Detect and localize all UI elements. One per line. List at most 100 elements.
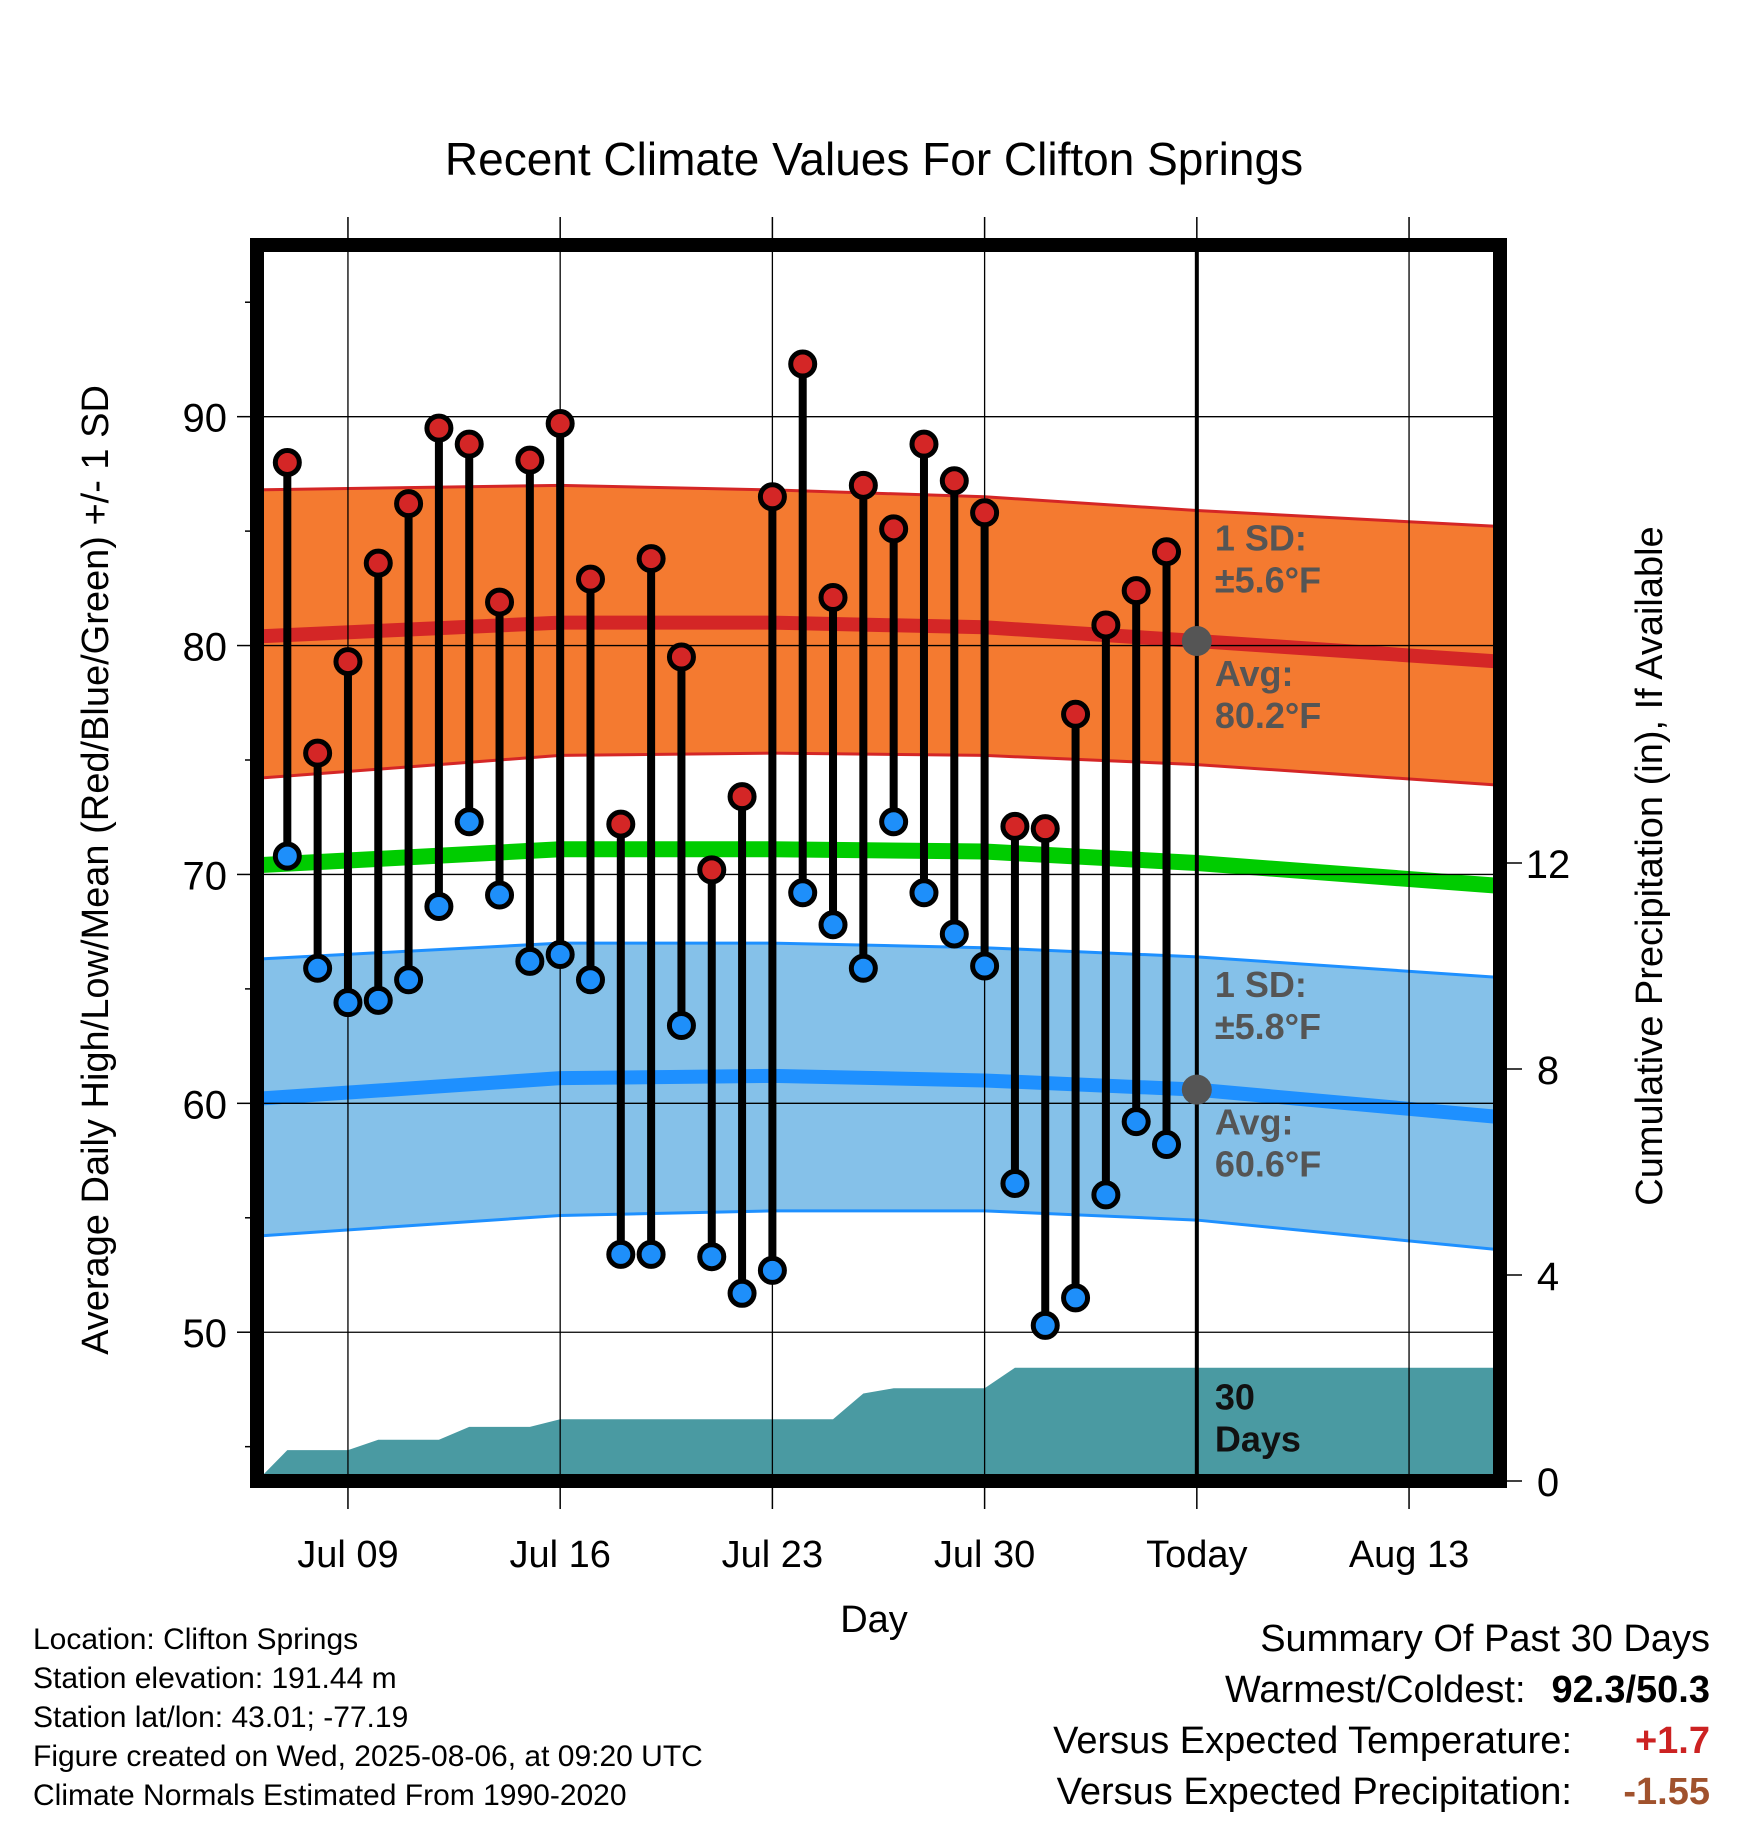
daily-high-point [606, 809, 636, 839]
normal-low-line [264, 1068, 1493, 1124]
daily-low-point [1152, 1130, 1182, 1160]
daily-low-point [788, 878, 818, 908]
daily-low-point [575, 965, 605, 995]
daily-marks [272, 349, 1182, 1340]
daily-high-point [939, 466, 969, 496]
precip-label: Versus Expected Precipitation: [1056, 1771, 1572, 1813]
daily-high-point [485, 587, 515, 617]
summary-temp-row: Versus Expected Temperature: +1.7 [1053, 1716, 1710, 1767]
low-sd-upper-edge [264, 941, 1493, 979]
annotations: 1 SD: ±5.6°F Avg: 80.2°F 1 SD: ±5.8°F Avg: 60.6… [1181, 518, 1321, 1460]
x-tick-label: Today [1146, 1534, 1247, 1576]
y-axis-label-left: Average Daily High/Low/Mean (Red/Blue/Gr… [75, 385, 117, 1355]
y-tick-label: 60 [183, 1083, 228, 1127]
daily-low-point [1030, 1310, 1060, 1340]
low-sd-annotation: 1 SD: ±5.8°F [1215, 964, 1321, 1047]
summary-panel: Summary Of Past 30 Days Warmest/Coldest:… [1053, 1614, 1710, 1818]
daily-high-point [666, 642, 696, 672]
daily-low-point [757, 1255, 787, 1285]
station-info: Location: Clifton Springs Station elevat… [33, 1620, 703, 1815]
axes: 50 60 70 80 90 0 4 8 12 Jul 09 Jul 16 Jul 23 Jul 30 T… [183, 217, 1571, 1576]
daily-low-point [303, 953, 333, 983]
high-sd-annotation: 1 SD: ±5.6°F [1215, 518, 1321, 601]
y-tick-label: 50 [183, 1312, 228, 1356]
daily-high-point [394, 489, 424, 519]
daily-high-point [545, 409, 575, 439]
y-axis-label-right: Cumulative Precipitation (in), If Availa… [1629, 526, 1671, 1205]
daily-high-point [1152, 537, 1182, 567]
y-tick-right-label: 0 [1537, 1461, 1559, 1505]
daily-low-point [1121, 1107, 1151, 1137]
daily-low-point [909, 878, 939, 908]
daily-low-point [848, 953, 878, 983]
daily-low-point [970, 951, 1000, 981]
y-tick-label: 90 [183, 397, 228, 441]
daily-high-point [1061, 699, 1091, 729]
elevation-text: Station elevation: 191.44 m [33, 1662, 397, 1695]
summary-precip-row: Versus Expected Precipitation: -1.55 [1053, 1767, 1710, 1818]
y-tick-right-label: 12 [1526, 843, 1571, 887]
daily-high-point [1000, 811, 1030, 841]
location-text: Location: Clifton Springs [33, 1623, 359, 1656]
daily-low-point [454, 807, 484, 837]
created-text: Figure created on Wed, 2025-08-06, at 09… [33, 1740, 703, 1773]
daily-high-point [1030, 814, 1060, 844]
daily-low-point [1000, 1168, 1030, 1198]
today-high-avg-marker [1181, 625, 1212, 656]
x-tick-label: Jul 30 [934, 1534, 1035, 1576]
daily-low-point [515, 946, 545, 976]
daily-high-point [788, 349, 818, 379]
daily-low-point [394, 965, 424, 995]
precip-area [264, 1367, 1493, 1474]
daily-high-point [575, 564, 605, 594]
high-sd-band [264, 485, 1493, 785]
precip-value: -1.55 [1623, 1771, 1710, 1813]
daily-high-point [424, 413, 454, 443]
y-tick-label: 70 [183, 854, 228, 898]
daily-high-point [727, 782, 757, 812]
daily-high-point [909, 429, 939, 459]
x-tick-label: Aug 13 [1349, 1534, 1469, 1576]
daily-high-point [1121, 576, 1151, 606]
y-tick-right-label: 8 [1537, 1049, 1559, 1093]
daily-low-point [272, 841, 302, 871]
warmest-label: Warmest/Coldest: [1224, 1669, 1526, 1711]
low-avg-annotation: Avg: 60.6°F [1215, 1102, 1321, 1185]
daily-low-point [697, 1242, 727, 1272]
warmest-value: 92.3/50.3 [1551, 1669, 1710, 1711]
plot-frame [250, 238, 1507, 1488]
summary-heading: Summary Of Past 30 Days [1260, 1618, 1710, 1660]
daily-high-point [757, 482, 787, 512]
daily-high-point [303, 738, 333, 768]
x-axis-label: Day [840, 1599, 908, 1641]
daily-high-point [848, 470, 878, 500]
chart-title: Recent Climate Values For Clifton Spring… [445, 133, 1303, 185]
daily-low-point [879, 807, 909, 837]
high-avg-annotation: Avg: 80.2°F [1215, 653, 1321, 736]
daily-low-point [545, 940, 575, 970]
daily-high-point [333, 647, 363, 677]
daily-low-point [1091, 1180, 1121, 1210]
y-tick-right-label: 4 [1537, 1255, 1559, 1299]
daily-low-point [424, 891, 454, 921]
high-sd-upper-edge [264, 483, 1493, 528]
daily-low-point [636, 1239, 666, 1269]
normal-mean-line [264, 841, 1493, 894]
daily-high-point [970, 498, 1000, 528]
daily-low-point [818, 910, 848, 940]
daily-high-point [697, 855, 727, 885]
low-sd-band [264, 943, 1493, 1250]
daily-low-point [363, 985, 393, 1015]
daily-low-point [606, 1239, 636, 1269]
daily-high-point [818, 582, 848, 612]
summary-warmest-row: Warmest/Coldest: 92.3/50.3 [1053, 1665, 1710, 1716]
normals-text: Climate Normals Estimated From 1990-2020 [33, 1779, 627, 1812]
daily-low-point [939, 919, 969, 949]
x-tick-label: Jul 16 [509, 1534, 610, 1576]
daily-low-point [666, 1011, 696, 1041]
normal-high-line [264, 615, 1493, 669]
daily-high-point [879, 514, 909, 544]
daily-high-point [363, 548, 393, 578]
daily-low-point [485, 880, 515, 910]
